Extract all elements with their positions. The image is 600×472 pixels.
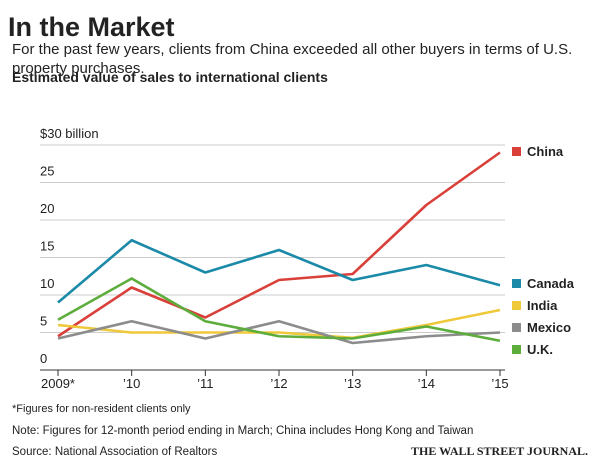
title: In the Market: [8, 12, 175, 42]
legend-label: Mexico: [527, 320, 571, 335]
legend-label: India: [527, 298, 558, 313]
series-line: [57, 319, 501, 345]
legend-swatch: [512, 323, 521, 332]
x-tick-label: ’15: [491, 376, 508, 391]
series-line: [57, 151, 501, 338]
legend-swatch: [512, 147, 521, 156]
series-line: [57, 308, 501, 340]
source: Source: National Association of Realtors: [12, 446, 217, 458]
x-tick-label: 2009*: [41, 376, 75, 391]
y-tick-label: 25: [40, 164, 54, 179]
credit: THE WALL STREET JOURNAL.: [411, 444, 588, 458]
x-tick-label: ’14: [418, 376, 435, 391]
y-tick-label: 0: [40, 351, 47, 366]
x-tick-label: ’10: [123, 376, 140, 391]
y-tick-label: $30 billion: [40, 126, 99, 141]
subtitle: For the past few years, clients from Chi…: [12, 41, 576, 77]
series-line: [57, 238, 501, 304]
legend-label: China: [527, 144, 564, 159]
y-tick-label: 10: [40, 276, 54, 291]
y-tick-label: 20: [40, 201, 54, 216]
x-tick-label: ’12: [270, 376, 287, 391]
y-tick-label: 15: [40, 239, 54, 254]
x-tick-label: ’13: [344, 376, 361, 391]
chart-title: Estimated value of sales to internationa…: [12, 69, 328, 85]
x-tick-label: ’11: [197, 376, 213, 391]
legend-label: Canada: [527, 276, 575, 291]
legend-label: U.K.: [527, 342, 553, 357]
legend-swatch: [512, 301, 521, 310]
footnote: *Figures for non-resident clients only: [12, 403, 191, 415]
y-tick-label: 5: [40, 314, 47, 329]
legend-swatch: [512, 279, 521, 288]
legend-swatch: [512, 345, 521, 354]
note: Note: Figures for 12-month period ending…: [12, 425, 473, 437]
series-line: [57, 277, 501, 343]
